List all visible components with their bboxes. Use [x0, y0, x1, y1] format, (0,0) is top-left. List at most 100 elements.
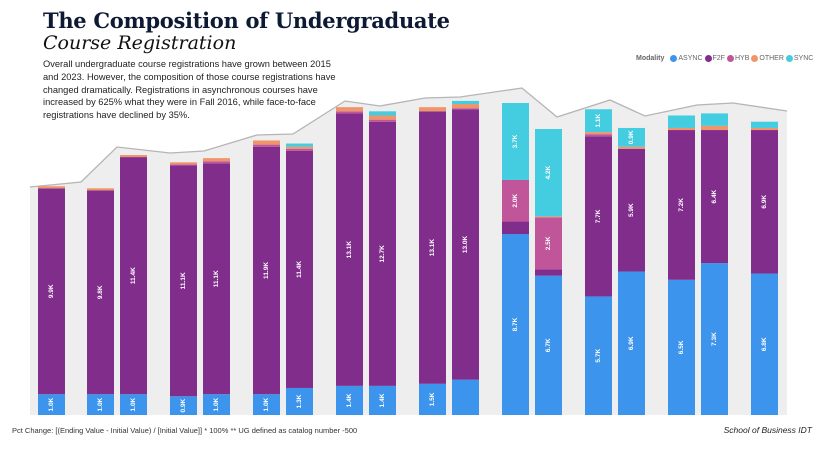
bar-segment-hyb[interactable] [585, 134, 612, 137]
bar-segment-other[interactable] [87, 188, 114, 191]
bar-segment-other[interactable] [336, 107, 363, 112]
data-label: 9.9K [48, 284, 55, 298]
bar-segment-f2f[interactable] [203, 163, 230, 395]
bar-segment-sync[interactable] [286, 143, 313, 147]
legend-item-hyb[interactable]: HYB [726, 55, 749, 62]
bar-segment-async[interactable] [170, 396, 197, 415]
bar-segment-f2f[interactable] [618, 148, 645, 272]
bar-segment-async[interactable] [535, 275, 562, 415]
bar-segment-hyb[interactable] [170, 164, 197, 166]
bar-segment-async[interactable] [419, 383, 446, 415]
bar-segment-sync[interactable] [701, 113, 728, 126]
bar-segment-f2f[interactable] [87, 190, 114, 395]
footnote: Pct Change: [(Ending Value - Initial Val… [12, 426, 358, 435]
bar-segment-async[interactable] [369, 385, 396, 415]
bar-segment-sync[interactable] [369, 111, 396, 116]
data-label: 11.1K [213, 270, 220, 287]
bar-segment-hyb[interactable] [535, 217, 562, 270]
bar-segment-f2f[interactable] [452, 109, 479, 380]
bar-segment-async[interactable] [585, 296, 612, 415]
data-label: 1.0K [48, 397, 55, 411]
bar-segment-hyb[interactable] [452, 108, 479, 110]
bar-segment-other[interactable] [170, 162, 197, 165]
bar-segment-f2f[interactable] [120, 157, 147, 395]
bar-segment-f2f[interactable] [336, 113, 363, 386]
bar-segment-sync[interactable] [585, 109, 612, 133]
legend-label: F2F [712, 55, 725, 62]
bar-segment-f2f[interactable] [502, 221, 529, 235]
bar-segment-f2f[interactable] [170, 165, 197, 397]
bar-segment-async[interactable] [701, 263, 728, 415]
chart-title: The Composition of Undergraduate [43, 8, 450, 33]
bar-segment-hyb[interactable] [286, 148, 313, 151]
bar-segment-async[interactable] [618, 271, 645, 415]
bar-segment-sync[interactable] [668, 115, 695, 128]
bar-segment-f2f[interactable] [535, 269, 562, 276]
bar-segment-other[interactable] [120, 155, 147, 158]
legend-swatch [785, 55, 793, 62]
bar-segment-f2f[interactable] [286, 150, 313, 388]
bar-segment-async[interactable] [38, 394, 65, 415]
bar-segment-sync[interactable] [751, 121, 778, 128]
bar-segment-async[interactable] [253, 394, 280, 415]
bar-segment-other[interactable] [369, 115, 396, 120]
legend-item-f2f[interactable]: F2F [704, 55, 725, 62]
data-label: 3.7K [512, 134, 519, 148]
bar-segment-other[interactable] [701, 125, 728, 131]
data-label: 6.7K [545, 338, 552, 352]
data-label: 1.0K [263, 397, 270, 411]
bar-segment-other[interactable] [668, 127, 695, 131]
bar-segment-f2f[interactable] [668, 130, 695, 280]
bar-segment-other[interactable] [452, 104, 479, 109]
bar-segment-other[interactable] [419, 107, 446, 112]
bar-segment-hyb[interactable] [203, 161, 230, 164]
bar-segment-async[interactable] [751, 273, 778, 415]
data-label: 11.4K [130, 267, 137, 284]
bar-segment-other[interactable] [751, 127, 778, 131]
bar-segment-sync[interactable] [452, 100, 479, 105]
bar-segment-other[interactable] [585, 132, 612, 135]
bar-segment-async[interactable] [203, 394, 230, 415]
legend-label: OTHER [759, 55, 784, 62]
legend-swatch [670, 55, 678, 62]
bar-segment-sync[interactable] [502, 103, 529, 180]
bar-segment-async[interactable] [452, 379, 479, 415]
bar-segment-f2f[interactable] [701, 130, 728, 264]
bar-segment-async[interactable] [668, 279, 695, 415]
legend-item-other[interactable]: OTHER [751, 55, 784, 62]
bar-segment-f2f[interactable] [751, 130, 778, 274]
bar-segment-other[interactable] [618, 146, 645, 149]
chart-subtitle: Course Registration [43, 32, 237, 54]
bar-segment-sync[interactable] [535, 129, 562, 217]
bar-segment-other[interactable] [253, 140, 280, 145]
bar-segment-async[interactable] [286, 387, 313, 415]
bar-segment-other[interactable] [203, 158, 230, 162]
bar-segment-f2f[interactable] [419, 111, 446, 384]
bar-segment-f2f[interactable] [253, 146, 280, 395]
bar-segment-f2f[interactable] [369, 121, 396, 386]
data-label: 4.2K [545, 166, 552, 180]
data-label: 12.7K [379, 245, 386, 263]
legend-item-sync[interactable]: SYNC [785, 55, 813, 62]
data-label: 5.7K [595, 349, 602, 363]
bar-segment-async[interactable] [120, 394, 147, 415]
bar-segment-async[interactable] [336, 385, 363, 415]
data-label: 1.0K [97, 397, 104, 411]
bar-segment-f2f[interactable] [38, 188, 65, 395]
bar-segment-hyb[interactable] [253, 144, 280, 147]
credit: School of Business IDT [723, 425, 812, 435]
data-label: 11.1K [180, 272, 187, 289]
bar-segment-hyb[interactable] [502, 179, 529, 222]
legend-item-async[interactable]: ASYNC [670, 55, 703, 62]
bar-segment-hyb[interactable] [369, 119, 396, 122]
total-trend-line [29, 87, 788, 188]
bar-segment-sync[interactable] [618, 127, 645, 147]
bar-segment-other[interactable] [38, 186, 65, 189]
bar-segment-other[interactable] [535, 216, 562, 218]
data-label: 1.1K [595, 114, 602, 128]
bar-segment-async[interactable] [87, 394, 114, 415]
bar-segment-f2f[interactable] [585, 136, 612, 297]
bar-segment-async[interactable] [502, 234, 529, 415]
bar-segment-other[interactable] [286, 146, 313, 149]
bar-segment-hyb[interactable] [336, 111, 363, 114]
